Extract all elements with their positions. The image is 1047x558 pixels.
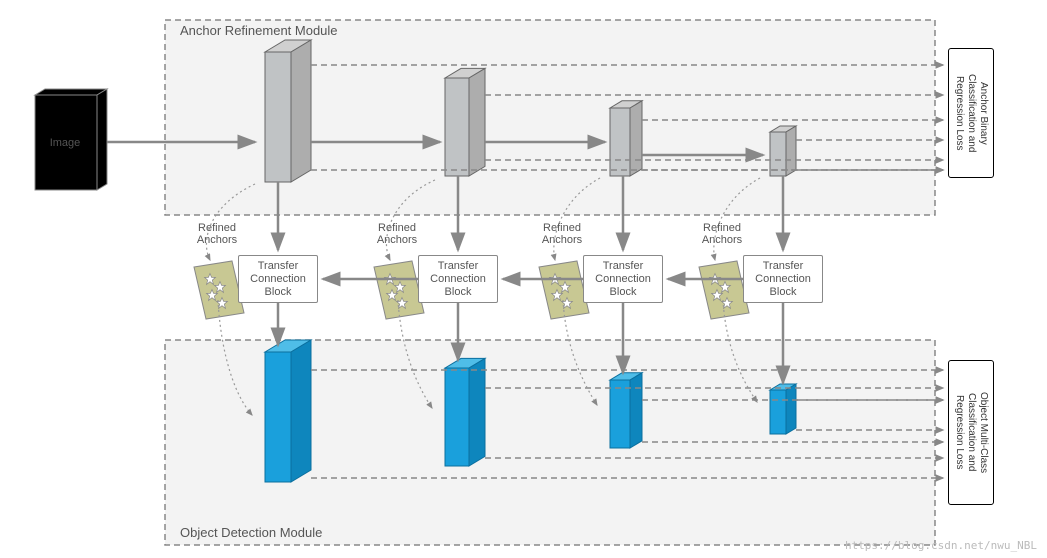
odm-feature-2 bbox=[610, 373, 642, 448]
odm-feature-3 bbox=[770, 384, 796, 434]
arm-title: Anchor Refinement Module bbox=[180, 23, 338, 38]
odm-loss-box: Object Multi-ClassClassification andRegr… bbox=[948, 360, 994, 505]
arm-loss-box: Anchor BinaryClassification andRegressio… bbox=[948, 48, 994, 178]
refined-anchors-label-2: RefinedAnchors bbox=[537, 222, 587, 246]
input-image-label: Image bbox=[40, 137, 90, 149]
tcb-box-1: TransferConnectionBlock bbox=[418, 255, 498, 303]
arm-feature-1 bbox=[445, 68, 485, 176]
arm-feature-3 bbox=[770, 126, 796, 176]
odm-title: Object Detection Module bbox=[180, 525, 322, 540]
refined-anchors-label-3: RefinedAnchors bbox=[697, 222, 747, 246]
arm-feature-2 bbox=[610, 101, 642, 176]
tcb-box-3: TransferConnectionBlock bbox=[743, 255, 823, 303]
refined-anchors-label-0: RefinedAnchors bbox=[192, 222, 242, 246]
odm-feature-0 bbox=[265, 340, 311, 482]
arm-feature-0 bbox=[265, 40, 311, 182]
tcb-box-0: TransferConnectionBlock bbox=[238, 255, 318, 303]
odm-feature-1 bbox=[445, 358, 485, 466]
refined-anchors-label-1: RefinedAnchors bbox=[372, 222, 422, 246]
tcb-box-2: TransferConnectionBlock bbox=[583, 255, 663, 303]
watermark-text: https://blog.csdn.net/nwu_NBL bbox=[845, 539, 1037, 552]
